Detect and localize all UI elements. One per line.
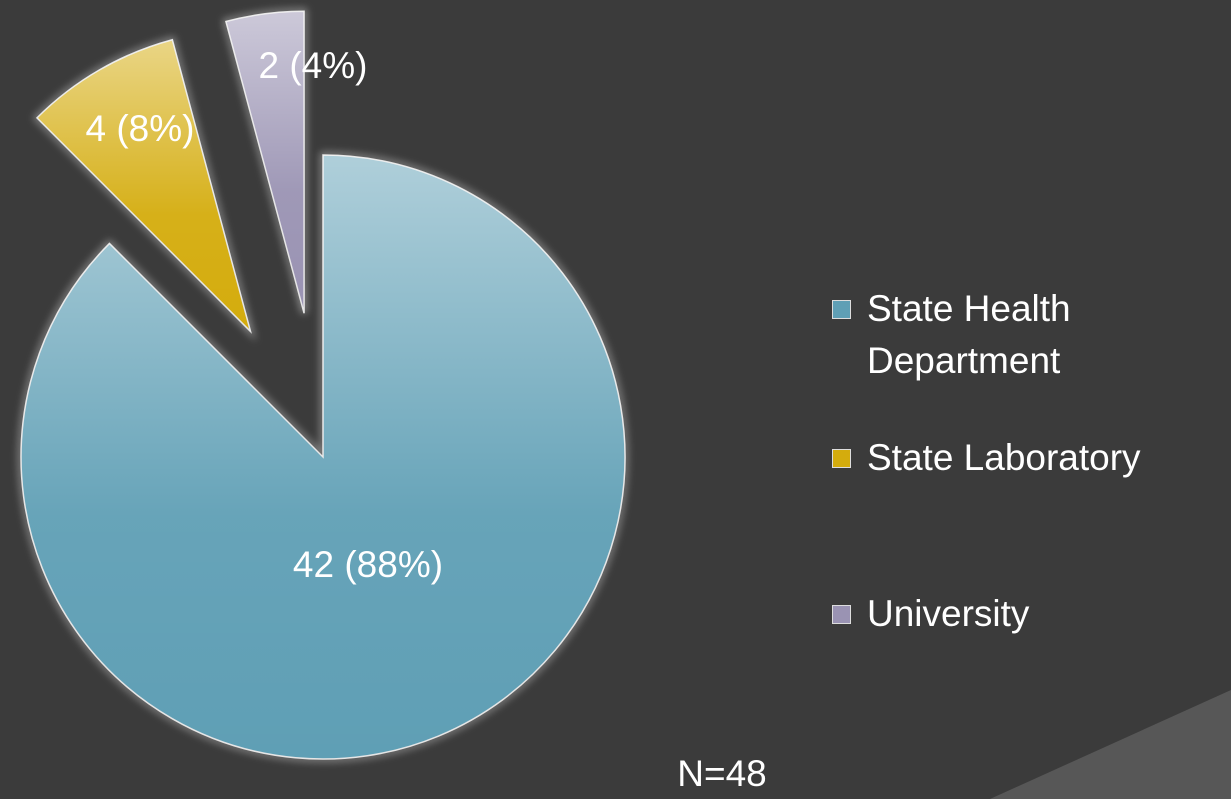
legend-swatch — [832, 449, 851, 468]
legend-item: State Health Department — [832, 283, 1227, 387]
legend-item: University — [832, 588, 1227, 640]
slice-shine — [36, 39, 251, 332]
legend-swatch — [832, 605, 851, 624]
legend-label: State Health Department — [867, 288, 1071, 381]
pie — [18, 8, 628, 762]
legend-item: State Laboratory — [832, 432, 1227, 484]
data-label: 2 (4%) — [259, 45, 368, 86]
legend-label: University — [867, 593, 1030, 634]
data-label: 42 (88%) — [293, 544, 443, 585]
decor — [990, 690, 1231, 799]
slice-shine — [20, 155, 625, 759]
annotation: N=48 — [677, 753, 766, 794]
legend-label: State Laboratory — [867, 437, 1141, 478]
legend-swatch — [832, 300, 851, 319]
data-label: 4 (8%) — [86, 108, 195, 149]
slice-shine — [225, 11, 305, 314]
